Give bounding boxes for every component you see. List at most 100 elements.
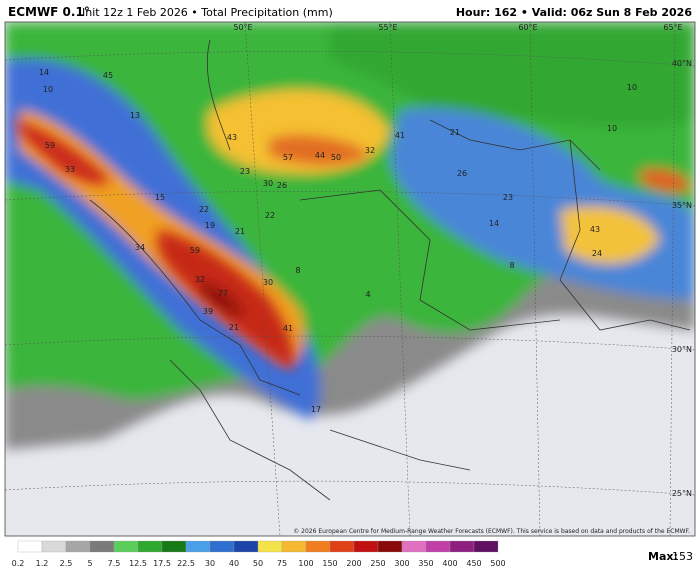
- legend-swatch: [449, 540, 475, 553]
- legend-label: 22.5: [177, 559, 195, 568]
- precip-value: 39: [203, 307, 213, 316]
- lon-label: 60°E: [518, 23, 537, 32]
- legend-swatch: [41, 540, 67, 553]
- precip-value: 26: [457, 169, 467, 178]
- precip-value: 22: [199, 205, 209, 214]
- legend-label: 1.2: [36, 559, 49, 568]
- lon-label: 50°E: [233, 23, 252, 32]
- precip-value: 45: [103, 71, 113, 80]
- map-frame: [4, 21, 696, 537]
- precip-value: 43: [590, 225, 600, 234]
- map: 59 33 14 13 45 43 57 44 50 32 41 21 26 23 43 24 10 10 30 26…: [5, 22, 695, 536]
- legend: 0.2 1.2 2.5 5 7.5 12.5 17.5 22.5 30 40 50 75 100 150 2…: [12, 540, 506, 568]
- max-value: 153: [672, 550, 693, 563]
- precip-value: 10: [43, 85, 53, 94]
- precip-values: 59 33 14 13 45 43 57 44 50 32 41 21 26 23 43 24 10 10 30 26…: [39, 68, 637, 414]
- legend-swatch: [89, 540, 115, 553]
- max-label: Max:: [648, 550, 678, 563]
- precip-value: 32: [365, 146, 375, 155]
- precip-value: 13: [130, 111, 140, 120]
- legend-swatch: [257, 540, 283, 553]
- subtitle: Init 12z 1 Feb 2026 • Total Precipitatio…: [82, 6, 333, 19]
- legend-label: 2.5: [60, 559, 73, 568]
- precip-value: 33: [65, 165, 75, 174]
- legend-label: 500: [490, 559, 505, 568]
- legend-label: 17.5: [153, 559, 171, 568]
- grid-labels: 50°E 55°E 60°E 65°E 40°N 35°N 30°N 25°N: [233, 23, 692, 498]
- legend-swatch: [377, 540, 403, 553]
- precip-value: 14: [489, 219, 499, 228]
- legend-swatch: [401, 540, 427, 553]
- precip-value: 77: [218, 289, 228, 298]
- legend-swatch: [65, 540, 91, 553]
- legend-label: 400: [442, 559, 457, 568]
- legend-label: 300: [394, 559, 409, 568]
- legend-swatch: [353, 540, 379, 553]
- precip-value: 21: [450, 128, 460, 137]
- lon-label: 65°E: [663, 23, 682, 32]
- legend-label: 30: [205, 559, 215, 568]
- lat-label: 35°N: [672, 201, 692, 210]
- legend-swatch: [305, 540, 331, 553]
- legend-swatch: [329, 540, 355, 553]
- precip-value: 43: [227, 133, 237, 142]
- legend-label: 150: [322, 559, 337, 568]
- precip-value: 22: [265, 211, 275, 220]
- legend-swatch: [425, 540, 451, 553]
- precip-value: 30: [263, 278, 273, 287]
- precip-value: 17: [311, 405, 321, 414]
- legend-label: 0.2: [12, 559, 25, 568]
- lat-label: 25°N: [672, 489, 692, 498]
- precip-value: 19: [205, 221, 215, 230]
- precip-value: 24: [592, 249, 602, 258]
- legend-swatch: [161, 540, 187, 553]
- precip-value: 32: [195, 275, 205, 284]
- precip-value: 21: [235, 227, 245, 236]
- title: ECMWF 0.1°: [8, 5, 90, 19]
- legend-label: 450: [466, 559, 481, 568]
- legend-swatch: [209, 540, 235, 553]
- precip-value: 44: [315, 151, 325, 160]
- legend-label: 50: [253, 559, 263, 568]
- precip-value: 59: [190, 246, 200, 255]
- precip-value: 50: [331, 153, 341, 162]
- precip-value: 4: [365, 290, 370, 299]
- legend-swatch: [113, 540, 139, 553]
- precip-value: 30: [263, 179, 273, 188]
- lat-label: 40°N: [672, 59, 692, 68]
- precip-value: 8: [509, 261, 514, 270]
- legend-label: 7.5: [108, 559, 121, 568]
- precip-value: 15: [155, 193, 165, 202]
- legend-label: 75: [277, 559, 287, 568]
- credit: © 2026 European Centre for Medium-Range …: [293, 528, 690, 535]
- precip-value: 59: [45, 141, 55, 150]
- precip-value: 10: [607, 124, 617, 133]
- legend-label: 250: [370, 559, 385, 568]
- legend-swatch: [233, 540, 259, 553]
- lon-label: 55°E: [378, 23, 397, 32]
- legend-swatch: [473, 540, 499, 553]
- legend-label: 350: [418, 559, 433, 568]
- precip-value: 41: [283, 324, 293, 333]
- precip-value: 57: [283, 153, 293, 162]
- legend-label: 200: [346, 559, 361, 568]
- precip-value: 23: [503, 193, 513, 202]
- precip-value: 21: [229, 323, 239, 332]
- legend-label: 100: [298, 559, 313, 568]
- precip-value: 8: [295, 266, 300, 275]
- legend-label: 12.5: [129, 559, 147, 568]
- legend-swatch: [281, 540, 307, 553]
- legend-swatch: [185, 540, 211, 553]
- precip-value: 26: [277, 181, 287, 190]
- legend-label: 40: [229, 559, 239, 568]
- legend-swatch: [137, 540, 163, 553]
- lat-label: 30°N: [672, 345, 692, 354]
- precip-value: 10: [627, 83, 637, 92]
- precip-value: 34: [135, 243, 145, 252]
- precip-value: 23: [240, 167, 250, 176]
- precip-value: 41: [395, 131, 405, 140]
- valid-time: Hour: 162 • Valid: 06z Sun 8 Feb 2026: [456, 6, 693, 19]
- legend-label: 5: [87, 559, 92, 568]
- legend-swatch: [17, 540, 43, 553]
